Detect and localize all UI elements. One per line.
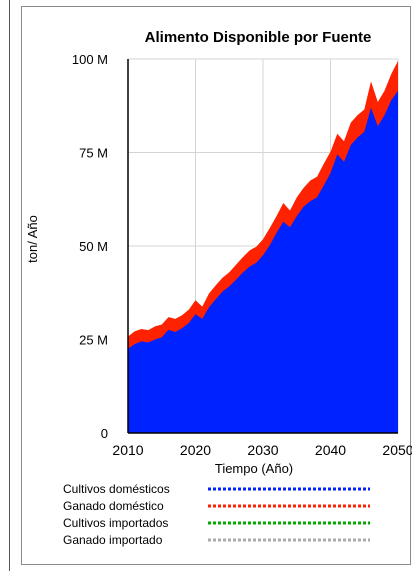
legend-label: Cultivos importados [63, 516, 168, 530]
legend-label: Ganado importado [63, 533, 163, 547]
x-tick-label: 2040 [315, 442, 346, 458]
x-tick-label: 2020 [180, 442, 211, 458]
axes [127, 59, 398, 434]
chart-title: Alimento Disponible por Fuente [145, 29, 372, 46]
x-axis-label: Tiempo (Año) [215, 461, 293, 476]
x-tick-label: 2030 [247, 442, 278, 458]
chart: Alimento Disponible por Fuente ton/ Año … [25, 29, 412, 547]
left-frame-border [0, 0, 10, 571]
y-tick-label: 50 M [79, 239, 108, 254]
y-axis-label: ton/ Año [25, 215, 40, 263]
x-tick-label: 2050 [382, 442, 412, 458]
area-series-cultivos-dom-sticos [128, 90, 398, 434]
y-tick-label: 25 M [79, 333, 108, 348]
legend-label: Cultivos domésticos [63, 482, 170, 496]
y-tick-label: 0 [101, 426, 108, 441]
x-tick-labels: 2010 2020 2030 2040 2050 [112, 442, 412, 458]
y-tick-label: 75 M [79, 146, 108, 161]
legend-label: Ganado doméstico [63, 499, 164, 513]
area-layers [128, 60, 398, 434]
chart-panel: Alimento Disponible por Fuente ton/ Año … [21, 6, 412, 565]
x-tick-label: 2010 [112, 442, 143, 458]
legend: Cultivos domésticos Ganado doméstico Culti… [63, 482, 370, 547]
y-tick-label: 100 M [72, 52, 108, 67]
y-tick-labels: 0 25 M 50 M 75 M 100 M [72, 52, 108, 441]
